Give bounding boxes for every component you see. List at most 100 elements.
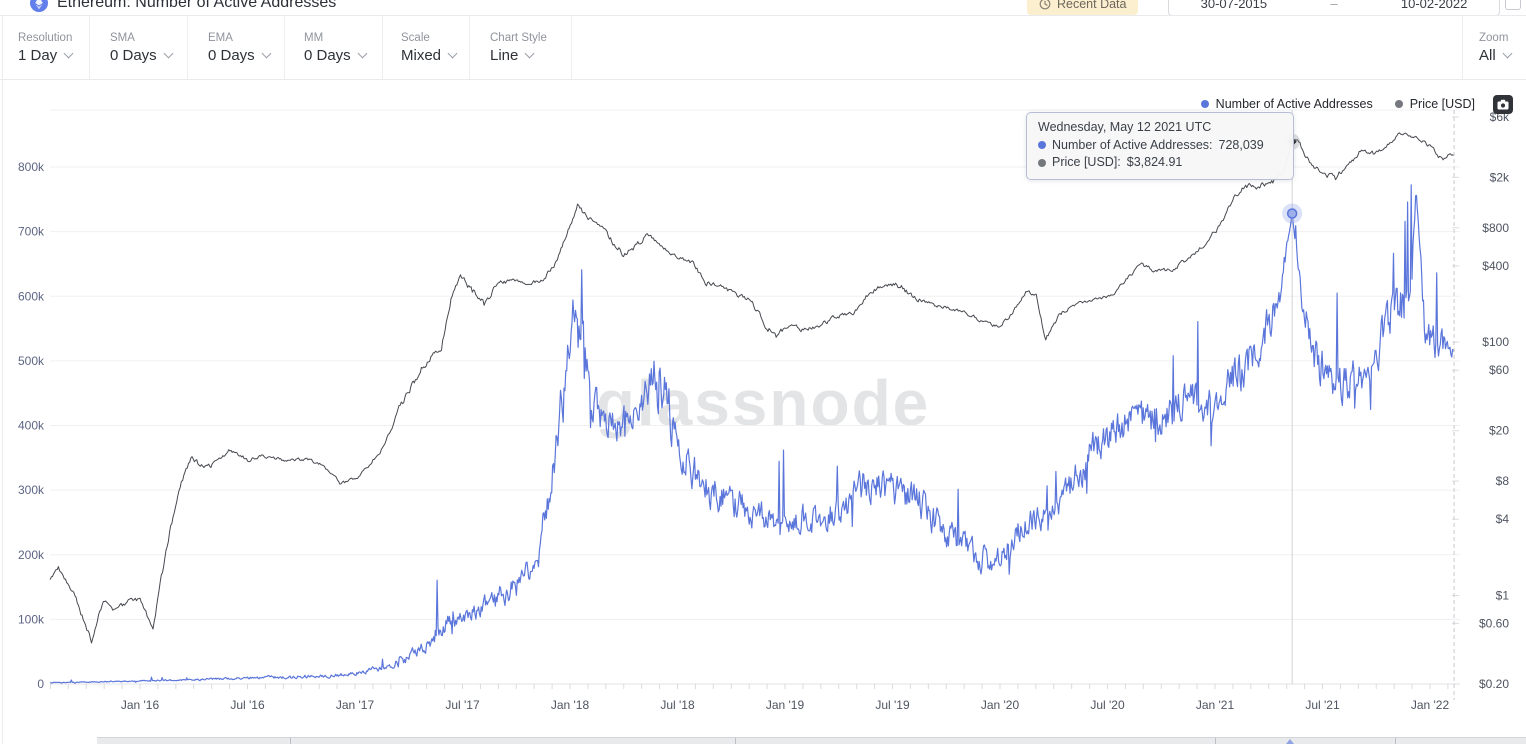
camera-icon[interactable] [1493,95,1513,114]
left-axis-tick: 700k [18,225,45,239]
x-axis-tick: Jul '20 [1090,698,1125,712]
date-separator: – [1330,0,1338,11]
panel-divider [735,738,736,744]
control-value: Line [490,46,519,64]
control-sma[interactable]: SMA 0 Days [90,16,188,79]
control-value: 1 Day [18,46,58,64]
x-axis-tick: Jan '21 [1196,698,1235,712]
left-axis-tick: 600k [18,289,45,303]
control-value: 0 Days [110,46,157,64]
control-value: All [1479,46,1496,64]
tooltip-label: Number of Active Addresses: [1052,137,1213,152]
tooltip-dot-gray [1038,158,1046,167]
recent-data-badge[interactable]: Recent Data [1027,0,1139,15]
right-axis-tick: $1 [1496,588,1510,602]
control-value-wrap: 0 Days [110,47,187,64]
camera-glyph [1497,99,1509,110]
ethereum-icon [30,0,48,12]
control-ema[interactable]: EMA 0 Days [188,16,285,79]
control-resolution[interactable]: Resolution 1 Day [0,16,90,79]
left-axis-tick: 200k [18,548,45,562]
panel-divider [1215,738,1216,744]
left-axis-tick: 400k [18,419,45,433]
tooltip-value: 728,039 [1218,137,1264,152]
date-to-input[interactable]: 10-02-2022 [1400,0,1468,11]
control-value-wrap: All [1479,47,1526,64]
control-value: Mixed [401,46,442,64]
date-range-picker[interactable]: 30-07-2015 – 10-02-2022 [1168,0,1500,15]
control-mm[interactable]: MM 0 Days [285,16,383,79]
tooltip-dot-blue [1038,141,1046,150]
left-axis-tick: 800k [18,160,45,174]
right-axis-tick: $60 [1489,363,1509,377]
chevron-down-icon [357,48,368,59]
chevron-down-icon [63,48,74,59]
clock-icon [1039,0,1051,9]
right-axis-tick: $100 [1482,335,1509,349]
price-line [49,132,1454,644]
control-chart-style[interactable]: Chart Style Line [470,16,572,79]
tooltip-value: $3,824.91 [1126,155,1183,169]
x-axis-tick: Jan '19 [766,698,805,712]
control-label: EMA [208,31,233,44]
x-axis-tick: Jul '17 [445,698,480,712]
legend-item-price[interactable]: Price [USD] [1394,97,1475,111]
right-axis-tick: $8 [1496,474,1510,488]
control-value: 0 Days [208,46,255,64]
right-axis-tick: $2k [1490,170,1510,184]
control-value-wrap: 0 Days [208,47,284,64]
x-axis-tick: Jan '17 [336,698,375,712]
tooltip-date: Wednesday, May 12 2021 UTC [1038,120,1212,134]
control-value-wrap: Mixed [401,47,469,64]
right-axis-tick: $4 [1496,512,1510,526]
left-border [2,15,3,744]
chart-legend: Number of Active Addresses Price [USD] [1200,97,1475,111]
legend-dot-blue [1200,100,1209,108]
right-axis-tick: $0.60 [1479,617,1509,631]
chevron-down-icon [524,48,535,59]
x-axis-tick: Jan '20 [981,698,1020,712]
control-label: MM [304,31,324,44]
control-value-wrap: 0 Days [304,47,382,64]
x-axis-tick: Jul '18 [660,698,695,712]
chevron-down-icon [163,48,174,59]
x-axis-tick: Jul '19 [875,698,910,712]
x-axis-tick: Jan '22 [1411,698,1450,712]
legend-dot-gray [1394,100,1403,108]
right-axis-tick: $800 [1482,221,1509,235]
left-axis-tick: 500k [18,354,45,368]
chevron-down-icon [261,48,272,59]
panel-caret-icon [1286,739,1294,744]
chart-tooltip: Wednesday, May 12 2021 UTC Number of Act… [1026,112,1294,180]
x-axis-tick: Jul '21 [1305,698,1340,712]
control-label: Chart Style [490,31,547,44]
control-zoom[interactable]: Zoom All [1462,16,1526,79]
right-axis-tick: $20 [1489,424,1509,438]
date-from-input[interactable]: 30-07-2015 [1200,0,1268,11]
legend-label: Price [USD] [1409,97,1475,111]
calendar-icon[interactable] [1505,0,1521,10]
right-axis-tick: $400 [1482,259,1509,273]
tooltip-label: Price [USD]: [1052,155,1121,169]
panel-divider [290,738,291,744]
bottom-panel [97,737,1526,744]
addresses-marker [1286,208,1298,219]
x-axis-tick: Jan '18 [551,698,590,712]
control-scale[interactable]: Scale Mixed [383,16,470,79]
x-axis-tick: Jul '16 [230,698,265,712]
tooltip-row-addresses: Number of Active Addresses: 728,039 [1038,138,1282,154]
tooltip-row-price: Price [USD]: $3,824.91 [1038,155,1282,171]
page-title: Ethereum: Number of Active Addresses [57,0,337,11]
header: Ethereum: Number of Active Addresses Rec… [0,0,1526,15]
chevron-down-icon [1502,48,1513,59]
left-axis-tick: 100k [18,612,45,626]
control-value-wrap: 1 Day [18,47,89,64]
legend-item-active-addresses[interactable]: Number of Active Addresses [1200,97,1373,111]
control-value: 0 Days [304,46,351,64]
panel-divider [1395,738,1396,744]
legend-label: Number of Active Addresses [1215,97,1373,111]
left-axis-tick: 0 [37,677,44,691]
